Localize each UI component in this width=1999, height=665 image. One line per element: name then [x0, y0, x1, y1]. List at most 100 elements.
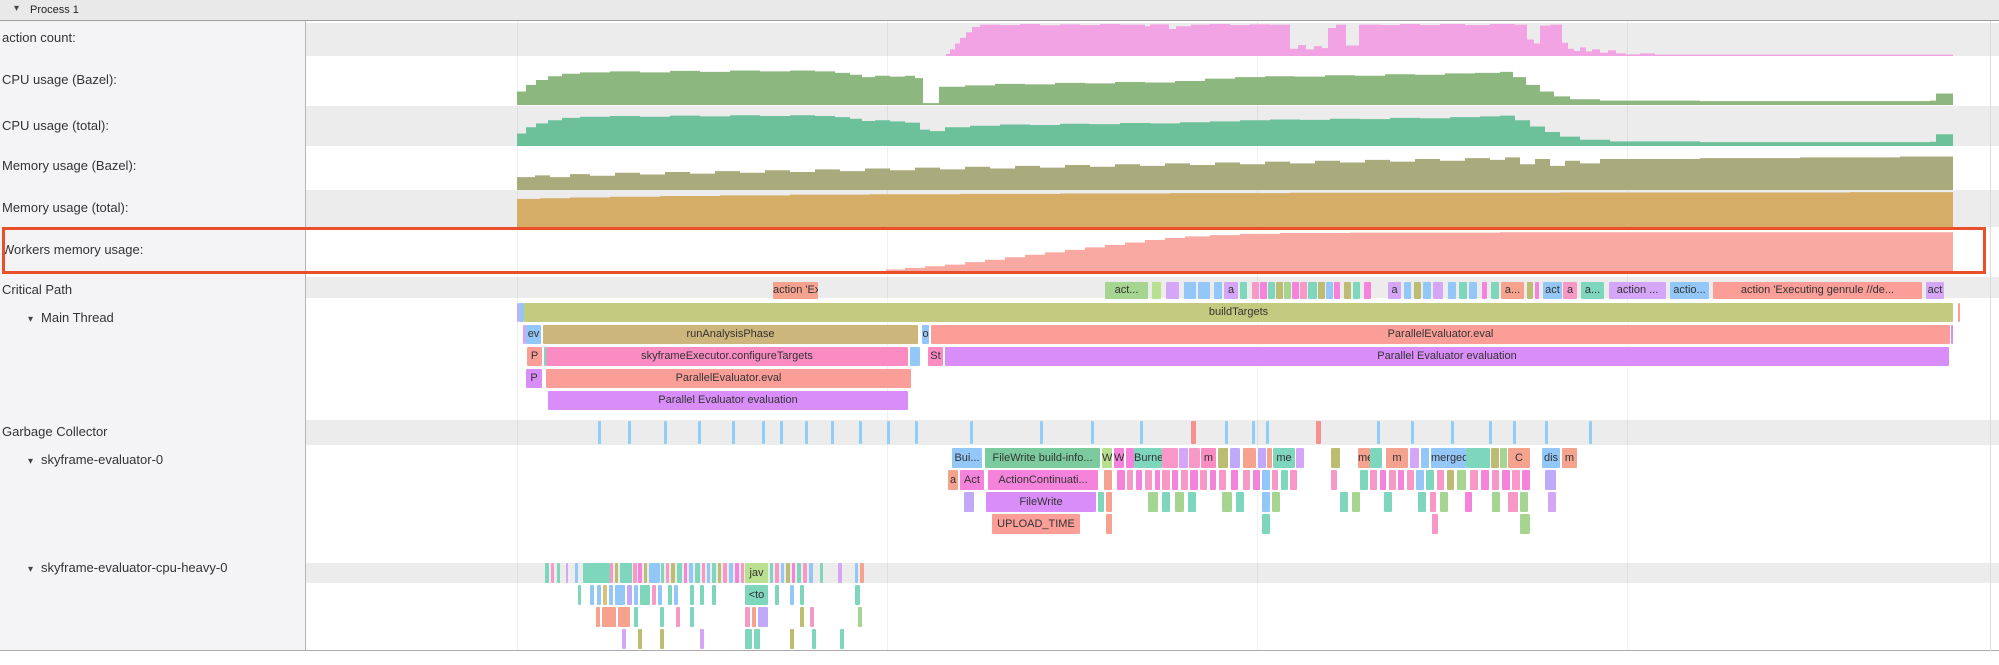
trace-bar-skyframe-evaluator-0-row-2[interactable]: ActionContinuati... [988, 470, 1098, 490]
trace-slice-cpu-heavy-row-3[interactable] [690, 607, 694, 627]
trace-bar-critical-path[interactable]: a [1563, 282, 1577, 299]
trace-slice-skyframe-evaluator-0-row-2[interactable] [1512, 470, 1520, 490]
trace-bar-skyframe-evaluator-0-row-1[interactable]: m [1386, 448, 1408, 468]
trace-slice-cpu-heavy-row-4[interactable] [745, 629, 752, 649]
trace-slice-cpu-heavy-row-1[interactable] [689, 563, 693, 583]
trace-slice-cpu-heavy-row-2[interactable] [578, 585, 581, 605]
trace-slice-cpu-heavy-row-1[interactable] [786, 563, 790, 583]
trace-slice-cpu-heavy-row-1[interactable] [649, 563, 660, 583]
trace-slice-skyframe-evaluator-0-row-3[interactable] [1340, 492, 1348, 512]
trace-slice-skyframe-evaluator-0-row-3[interactable] [1222, 492, 1232, 512]
trace-slice-skyframe-evaluator-0-row-2[interactable] [1181, 470, 1188, 490]
trace-slice-garbage-collector[interactable] [1513, 421, 1516, 444]
trace-slice-cpu-heavy-row-1[interactable] [712, 563, 716, 583]
trace-slice-critical-path[interactable] [1318, 282, 1325, 299]
trace-bar-skyframe-evaluator-0-row-1[interactable]: dis [1542, 448, 1560, 468]
trace-slice-cpu-heavy-row-3[interactable] [618, 607, 630, 627]
trace-slice-critical-path[interactable] [1198, 282, 1210, 299]
trace-slice-main-thread-row-2[interactable] [523, 325, 526, 344]
trace-slice-cpu-heavy-row-1[interactable] [820, 563, 823, 583]
trace-slice-skyframe-evaluator-0-row-2[interactable] [1243, 470, 1250, 490]
trace-slice-skyframe-evaluator-0-row-3[interactable] [1098, 492, 1104, 512]
trace-slice-garbage-collector[interactable] [915, 421, 918, 444]
trace-slice-skyframe-evaluator-0-row-3[interactable] [1175, 492, 1184, 512]
trace-bar-skyframe-evaluator-0-row-1[interactable]: W [1114, 448, 1124, 468]
trace-slice-garbage-collector[interactable] [664, 421, 667, 444]
trace-slice-skyframe-evaluator-0-row-4[interactable] [1520, 514, 1530, 534]
trace-slice-cpu-heavy-row-2[interactable] [652, 585, 656, 605]
trace-slice-cpu-heavy-row-1[interactable] [838, 563, 842, 583]
trace-slice-skyframe-evaluator-0-row-2[interactable] [1272, 470, 1278, 490]
trace-slice-skyframe-evaluator-0-row-2[interactable] [1492, 470, 1499, 490]
trace-slice-garbage-collector[interactable] [1191, 421, 1196, 444]
trace-slice-garbage-collector[interactable] [1489, 421, 1492, 444]
trace-slice-skyframe-evaluator-0-row-2[interactable] [1470, 470, 1478, 490]
trace-slice-cpu-heavy-row-2[interactable] [658, 585, 662, 605]
trace-slice-cpu-heavy-row-2[interactable] [597, 585, 601, 605]
trace-slice-skyframe-evaluator-0-row-2[interactable] [1155, 470, 1160, 490]
trace-slice-cpu-heavy-row-3[interactable] [810, 607, 814, 627]
trace-slice-cpu-heavy-row-2[interactable] [674, 585, 678, 605]
track-label-skyframe-evaluator-0[interactable]: ▾ skyframe-evaluator-0 [28, 452, 163, 467]
trace-slice-cpu-heavy-row-1[interactable] [545, 563, 549, 583]
trace-bar-main-thread-row-3[interactable]: skyframeExecutor.configureTargets [546, 347, 908, 366]
trace-slice-cpu-heavy-row-4[interactable] [812, 629, 816, 649]
trace-slice-cpu-heavy-row-1[interactable] [702, 563, 705, 583]
trace-slice-garbage-collector[interactable] [598, 421, 601, 444]
trace-slice-cpu-heavy-row-3[interactable] [676, 607, 680, 627]
trace-slice-critical-path[interactable] [1448, 282, 1456, 299]
trace-slice-cpu-heavy-row-1[interactable] [666, 563, 669, 583]
trace-slice-skyframe-evaluator-0-row-2[interactable] [1522, 470, 1530, 490]
trace-bar-main-thread-row-2[interactable]: o [922, 325, 929, 344]
trace-slice-cpu-heavy-row-1[interactable] [671, 563, 675, 583]
trace-slice-skyframe-evaluator-0-row-1[interactable] [1296, 448, 1304, 468]
trace-bar-critical-path[interactable]: action 'Executing g... [773, 282, 818, 299]
trace-slice-critical-path[interactable] [1491, 282, 1499, 299]
trace-slice-skyframe-evaluator-0-row-2[interactable] [1136, 470, 1142, 490]
trace-slice-garbage-collector[interactable] [1140, 421, 1143, 444]
trace-slice-cpu-heavy-row-1[interactable] [633, 563, 637, 583]
trace-bar-critical-path[interactable]: action 'Executing genrule //de... [1713, 282, 1922, 299]
trace-slice-cpu-heavy-row-1[interactable] [809, 563, 813, 583]
trace-slice-critical-path[interactable] [1292, 282, 1299, 299]
trace-bar-main-thread-row-3[interactable]: P [527, 347, 542, 366]
trace-slice-garbage-collector[interactable] [628, 421, 631, 444]
trace-slice-cpu-heavy-row-1[interactable] [661, 563, 664, 583]
trace-slice-skyframe-evaluator-0-row-3[interactable] [1440, 492, 1448, 512]
process-header[interactable]: ▾ Process 1 [0, 0, 1999, 21]
trace-slice-critical-path[interactable] [1423, 282, 1431, 299]
trace-slice-skyframe-evaluator-0-row-3[interactable] [1262, 492, 1270, 512]
trace-slice-skyframe-evaluator-0-row-1[interactable] [1370, 448, 1382, 468]
trace-slice-garbage-collector[interactable] [831, 421, 834, 444]
trace-slice-skyframe-evaluator-0-row-1[interactable] [1410, 448, 1419, 468]
trace-slice-cpu-heavy-row-4[interactable] [622, 629, 626, 649]
trace-slice-critical-path[interactable] [1334, 282, 1340, 299]
trace-slice-critical-path[interactable] [1308, 282, 1317, 299]
trace-slice-main-thread-row-3[interactable] [910, 347, 920, 366]
trace-slice-garbage-collector[interactable] [859, 421, 862, 444]
trace-slice-critical-path[interactable] [1166, 282, 1179, 299]
trace-slice-skyframe-evaluator-0-row-1[interactable] [1126, 448, 1134, 468]
trace-slice-skyframe-evaluator-0-row-3[interactable] [1548, 492, 1556, 512]
trace-slice-skyframe-evaluator-0-row-2[interactable] [1398, 470, 1404, 490]
trace-slice-cpu-heavy-row-2[interactable] [690, 585, 694, 605]
trace-slice-garbage-collector[interactable] [1252, 421, 1255, 444]
trace-slice-skyframe-evaluator-0-row-2[interactable] [1290, 470, 1297, 490]
trace-slice-cpu-heavy-row-1[interactable] [770, 563, 773, 583]
trace-slice-critical-path[interactable] [1300, 282, 1307, 299]
trace-bar-critical-path[interactable]: action ... [1609, 282, 1666, 299]
trace-bar-skyframe-evaluator-0-row-1[interactable]: me [1358, 448, 1370, 468]
trace-bar-critical-path[interactable]: act [1926, 282, 1944, 299]
trace-slice-critical-path[interactable] [1240, 282, 1247, 299]
trace-slice-cpu-heavy-row-3[interactable] [758, 607, 768, 627]
trace-slice-garbage-collector[interactable] [1266, 421, 1269, 444]
area-chart-cpu-bazel[interactable] [0, 57, 1999, 105]
trace-slice-critical-path[interactable] [1364, 282, 1371, 299]
trace-slice-garbage-collector[interactable] [1091, 421, 1094, 444]
trace-slice-cpu-heavy-row-2[interactable] [603, 585, 607, 605]
area-chart-cpu-total[interactable] [0, 107, 1999, 146]
trace-slice-garbage-collector[interactable] [1411, 421, 1414, 444]
track-label-cpu-usage-total[interactable]: CPU usage (total): [2, 118, 109, 133]
trace-bar-cpu-heavy-row-1[interactable]: jav [745, 563, 768, 583]
expander-icon[interactable]: ▾ [28, 564, 34, 575]
